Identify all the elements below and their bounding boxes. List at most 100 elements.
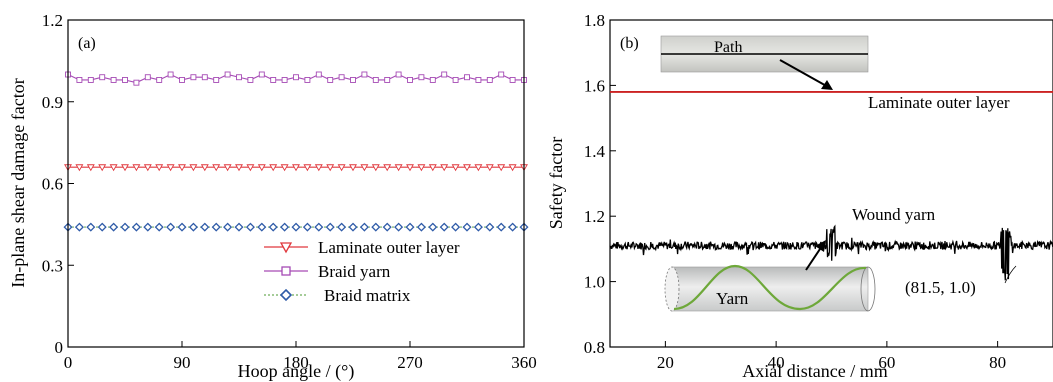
yarn-arrow-head xyxy=(815,240,826,252)
point-annotation-leader xyxy=(1004,265,1017,284)
a-point-laminate xyxy=(360,164,369,172)
a-point-braid-yarn xyxy=(167,71,174,78)
a-point-braid-matrix xyxy=(371,222,381,232)
a-ytick-label: 0 xyxy=(55,338,64,357)
a-point-braid-yarn xyxy=(304,76,311,83)
a-point-braid-matrix xyxy=(348,222,358,232)
a-xtick-label: 360 xyxy=(511,353,537,372)
a-point-braid-yarn xyxy=(418,74,425,81)
a-point-braid-matrix xyxy=(382,222,392,232)
laminate-annotation: Laminate outer layer xyxy=(868,93,1010,112)
a-point-braid-yarn xyxy=(407,76,413,83)
a-point-braid-matrix xyxy=(451,222,461,232)
a-point-laminate xyxy=(417,164,426,172)
a-point-laminate xyxy=(166,164,175,172)
a-point-laminate xyxy=(485,164,494,172)
a-point-laminate xyxy=(143,164,152,172)
b-series-line-wound-yarn xyxy=(609,224,1053,281)
a-point-laminate xyxy=(508,164,517,172)
path-inset: Path xyxy=(660,35,869,90)
b-ytick-label: 1.2 xyxy=(584,207,605,226)
a-point-laminate xyxy=(371,164,380,172)
a-point-braid-yarn xyxy=(441,71,448,78)
a-point-braid-yarn xyxy=(190,74,197,81)
b-ytick-label: 1.0 xyxy=(584,273,605,292)
a-point-laminate xyxy=(178,164,186,172)
b-xtick-label: 40 xyxy=(768,353,785,372)
a-point-braid-matrix xyxy=(268,222,278,232)
a-point-laminate xyxy=(121,164,129,172)
a-point-braid-yarn xyxy=(236,74,242,81)
a-point-braid-matrix xyxy=(211,222,221,232)
a-point-braid-yarn xyxy=(144,74,151,81)
yarn-label: Yarn xyxy=(716,289,749,308)
a-point-laminate xyxy=(463,164,471,172)
a-point-laminate xyxy=(326,164,335,172)
b-xtick-label: 80 xyxy=(989,353,1006,372)
a-point-braid-matrix xyxy=(337,222,347,232)
a-point-braid-yarn xyxy=(258,71,265,78)
a-point-braid-matrix xyxy=(405,222,415,232)
a-point-braid-yarn xyxy=(372,76,379,83)
panel-b-frame xyxy=(609,19,1053,348)
a-xtick-label: 270 xyxy=(397,353,423,372)
a-point-laminate xyxy=(280,164,289,172)
a-point-braid-matrix xyxy=(280,222,290,232)
a-point-braid-matrix xyxy=(97,222,107,232)
a-point-braid-yarn xyxy=(179,76,185,83)
a-point-braid-matrix xyxy=(291,222,301,232)
a-point-laminate xyxy=(269,164,278,172)
yarn-tube-image xyxy=(671,266,869,312)
wound-yarn-annotation: Wound yarn xyxy=(852,205,936,224)
a-point-braid-yarn xyxy=(156,76,163,83)
a-point-braid-matrix xyxy=(496,222,506,232)
a-point-braid-yarn xyxy=(76,76,83,83)
a-point-braid-yarn xyxy=(293,74,299,81)
legend-label-braid-yarn: Braid yarn xyxy=(318,262,391,281)
a-point-braid-matrix xyxy=(485,222,495,232)
b-ytick-label: 1.6 xyxy=(584,76,605,95)
a-point-braid-yarn xyxy=(361,71,368,78)
a-ytick-label: 1.2 xyxy=(42,11,63,30)
a-ytick-label: 0.9 xyxy=(42,93,63,112)
panel-b-plot-area xyxy=(609,91,1053,281)
yarn-arrow xyxy=(805,245,823,271)
a-point-laminate xyxy=(406,164,414,172)
a-point-laminate xyxy=(75,164,84,172)
a-point-braid-matrix xyxy=(508,222,518,232)
a-point-laminate xyxy=(86,164,95,172)
panel-a-legend: Laminate outer layer Braid yarn Braid ma… xyxy=(264,238,460,305)
a-point-laminate xyxy=(383,164,392,172)
a-point-braid-yarn xyxy=(133,79,140,86)
a-point-braid-matrix xyxy=(314,222,324,232)
a-point-braid-yarn xyxy=(429,76,436,83)
a-point-laminate xyxy=(189,164,198,172)
a-point-laminate xyxy=(109,164,118,172)
a-point-braid-yarn xyxy=(87,76,94,83)
panel-a: (a) 0 90 180 270 360 0 0.3 0.6 0.9 1.2 Hoop angle… xyxy=(8,11,537,382)
point-annotation: (81.5, 1.0) xyxy=(905,278,976,297)
panel-b-xlabel: Axial distance / mm xyxy=(742,361,887,381)
a-point-braid-yarn xyxy=(486,76,493,83)
legend-label-braid-matrix: Braid matrix xyxy=(324,286,411,305)
panel-a-plot-area xyxy=(63,71,529,232)
a-point-braid-yarn xyxy=(110,76,117,83)
a-point-braid-yarn xyxy=(338,74,345,81)
yarn-inset: Yarn xyxy=(664,240,876,312)
a-point-braid-yarn xyxy=(327,76,334,83)
a-point-braid-yarn xyxy=(384,76,391,83)
a-point-braid-matrix xyxy=(462,222,472,232)
a-point-laminate xyxy=(155,164,164,172)
b-ytick-label: 1.4 xyxy=(584,142,606,161)
a-point-laminate xyxy=(497,164,506,172)
a-point-laminate xyxy=(257,164,266,172)
a-point-laminate xyxy=(98,164,107,172)
a-point-laminate xyxy=(303,164,312,172)
a-point-braid-yarn xyxy=(464,74,470,81)
a-point-braid-yarn xyxy=(281,76,288,83)
path-label: Path xyxy=(714,39,742,56)
a-point-braid-matrix xyxy=(223,222,233,232)
a-ytick-label: 0.3 xyxy=(42,256,63,275)
a-point-braid-matrix xyxy=(428,222,438,232)
a-point-braid-matrix xyxy=(302,222,312,232)
